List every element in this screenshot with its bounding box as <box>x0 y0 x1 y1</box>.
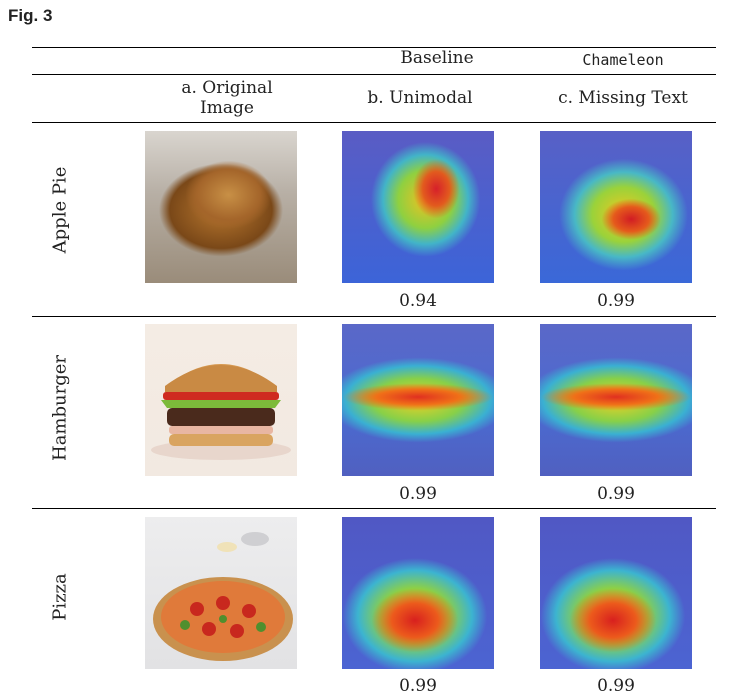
row-rule-1 <box>32 316 716 317</box>
score-missing-text-apple-pie: 0.99 <box>597 291 635 311</box>
header-chameleon: Chameleon <box>582 51 664 69</box>
header-col-a-line1: a. Original <box>181 78 273 98</box>
heatmap-unimodal-hamburger <box>342 324 494 476</box>
header-col-a-line2: Image <box>200 98 254 118</box>
heatmap-missing-text-hamburger <box>540 324 692 476</box>
heatmap-unimodal-apple-pie <box>342 131 494 283</box>
header-col-a: a. Original Image <box>144 78 310 118</box>
header-baseline: Baseline <box>400 48 474 68</box>
header-bottom-rule <box>32 122 716 123</box>
header-col-b: b. Unimodal <box>367 88 473 108</box>
figure-label: Fig. 3 <box>8 6 53 25</box>
heatmap-unimodal-pizza <box>342 517 494 669</box>
original-image-pizza <box>145 517 297 669</box>
header-mid-rule <box>32 74 716 75</box>
score-unimodal-pizza: 0.99 <box>399 676 437 696</box>
heatmap-missing-text-apple-pie <box>540 131 692 283</box>
score-unimodal-apple-pie: 0.94 <box>399 291 437 311</box>
heatmap-missing-text-pizza <box>540 517 692 669</box>
score-unimodal-hamburger: 0.99 <box>399 484 437 504</box>
header-col-c: c. Missing Text <box>558 88 688 108</box>
top-rule <box>32 47 716 48</box>
row-rule-2 <box>32 508 716 509</box>
original-image-apple-pie <box>145 131 297 283</box>
score-missing-text-hamburger: 0.99 <box>597 484 635 504</box>
original-image-hamburger <box>145 324 297 476</box>
score-missing-text-pizza: 0.99 <box>597 676 635 696</box>
